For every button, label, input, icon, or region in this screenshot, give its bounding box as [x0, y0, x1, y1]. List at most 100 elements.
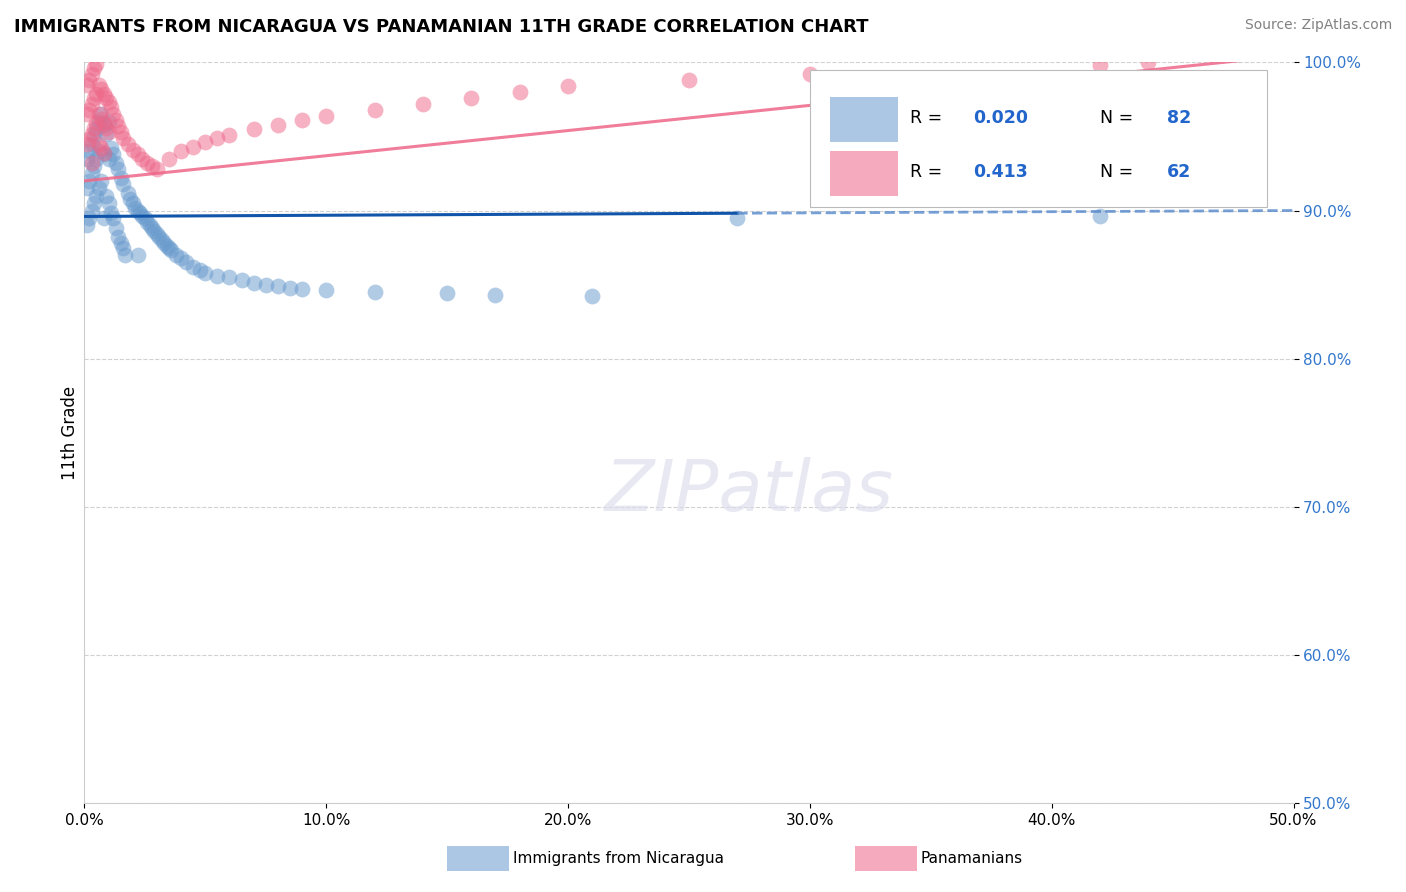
- Point: [181, 140, 204, 154]
- Point: [83, 196, 105, 211]
- Point: [117, 186, 139, 200]
- Point: [86, 57, 108, 71]
- Point: [80, 166, 103, 180]
- Point: [76, 152, 98, 166]
- Point: [83, 91, 105, 105]
- Point: [80, 203, 103, 218]
- Point: [231, 273, 253, 287]
- Point: [97, 125, 120, 139]
- Point: [77, 132, 100, 146]
- Point: [129, 206, 152, 220]
- Point: [90, 112, 112, 126]
- Point: [110, 236, 132, 251]
- Point: [86, 87, 108, 101]
- Point: [207, 131, 229, 145]
- Point: [104, 113, 127, 128]
- Point: [86, 116, 108, 130]
- Point: [76, 78, 98, 92]
- Point: [93, 147, 115, 161]
- Point: [1185, 114, 1208, 128]
- Point: [291, 282, 314, 296]
- Point: [315, 109, 337, 123]
- Point: [436, 286, 458, 301]
- Point: [80, 136, 103, 151]
- Point: [97, 95, 120, 110]
- Point: [117, 136, 139, 151]
- Point: [86, 122, 108, 136]
- Point: [112, 177, 135, 191]
- Point: [127, 248, 149, 262]
- Point: [76, 107, 98, 121]
- Point: [242, 276, 264, 290]
- Point: [83, 120, 105, 135]
- Point: [77, 174, 100, 188]
- Point: [80, 156, 103, 170]
- Point: [97, 152, 120, 166]
- Point: [160, 244, 183, 258]
- Point: [509, 85, 531, 99]
- Point: [93, 87, 115, 101]
- Point: [94, 127, 117, 141]
- Text: N =: N =: [1099, 163, 1139, 181]
- Point: [143, 224, 166, 238]
- Point: [267, 279, 290, 293]
- Point: [121, 196, 143, 211]
- Point: [104, 156, 127, 170]
- Point: [157, 241, 180, 255]
- Point: [278, 280, 301, 294]
- Point: [153, 236, 176, 251]
- Point: [86, 152, 108, 166]
- Text: IMMIGRANTS FROM NICARAGUA VS PANAMANIAN 11TH GRADE CORRELATION CHART: IMMIGRANTS FROM NICARAGUA VS PANAMANIAN …: [14, 18, 869, 36]
- Point: [267, 118, 290, 132]
- Point: [87, 114, 110, 128]
- Point: [97, 196, 120, 211]
- Point: [155, 239, 177, 253]
- Point: [1088, 58, 1111, 72]
- Point: [93, 118, 115, 132]
- Text: 82: 82: [1167, 109, 1191, 127]
- Point: [150, 233, 173, 247]
- Point: [157, 152, 180, 166]
- Point: [194, 266, 217, 280]
- Point: [103, 107, 125, 121]
- Point: [148, 230, 170, 244]
- Point: [141, 159, 163, 173]
- Point: [83, 159, 105, 173]
- Point: [146, 162, 169, 177]
- Point: [127, 147, 149, 161]
- Point: [83, 62, 105, 76]
- Text: N =: N =: [1099, 109, 1139, 127]
- Point: [218, 270, 240, 285]
- Point: [242, 122, 264, 136]
- Point: [120, 192, 142, 206]
- Point: [100, 100, 122, 114]
- Point: [207, 268, 229, 283]
- Point: [138, 219, 160, 233]
- Point: [1137, 55, 1160, 70]
- Point: [107, 162, 129, 177]
- Point: [114, 248, 136, 262]
- Text: ZIPatlas: ZIPatlas: [605, 458, 894, 526]
- Point: [363, 285, 385, 299]
- Point: [291, 113, 314, 128]
- Point: [87, 107, 110, 121]
- Point: [170, 251, 193, 265]
- Point: [107, 119, 129, 133]
- Point: [363, 103, 385, 117]
- Point: [90, 141, 112, 155]
- Text: Immigrants from Nicaragua: Immigrants from Nicaragua: [513, 852, 724, 866]
- Point: [581, 289, 603, 303]
- Point: [103, 147, 125, 161]
- FancyBboxPatch shape: [831, 152, 898, 196]
- Point: [174, 255, 197, 269]
- Point: [94, 188, 117, 202]
- Point: [110, 125, 132, 139]
- Point: [104, 221, 127, 235]
- Point: [80, 67, 103, 81]
- Text: Panamanians: Panamanians: [921, 852, 1024, 866]
- Point: [112, 131, 135, 145]
- Point: [725, 211, 748, 225]
- Point: [87, 78, 110, 92]
- Text: 62: 62: [1167, 163, 1191, 181]
- Point: [146, 227, 169, 242]
